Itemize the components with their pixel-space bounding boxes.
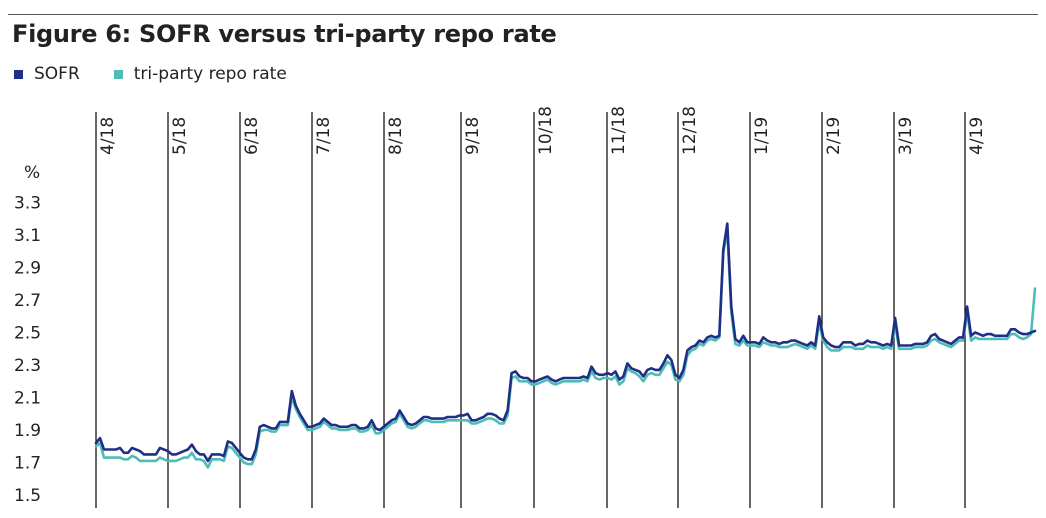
y-tick-label: 3.3 bbox=[14, 194, 41, 214]
y-tick-label: 2.7 bbox=[14, 291, 41, 311]
month-tick-label: 2/19 bbox=[824, 117, 844, 155]
legend-label-triparty: tri-party repo rate bbox=[133, 64, 287, 84]
month-tick-label: 12/18 bbox=[680, 106, 700, 155]
top-rule bbox=[8, 14, 1038, 15]
y-tick-label: 3.1 bbox=[14, 226, 41, 246]
month-tick-label: 1/19 bbox=[752, 117, 772, 155]
y-tick-label: 1.5 bbox=[14, 486, 41, 506]
y-tick-label: 2.9 bbox=[14, 259, 41, 279]
legend-item-sofr: SOFR bbox=[14, 64, 80, 84]
month-tick-label: 4/19 bbox=[967, 117, 987, 155]
month-tick-label: 11/18 bbox=[609, 106, 629, 155]
y-tick-label: 1.9 bbox=[14, 421, 41, 441]
legend: SOFR tri-party repo rate bbox=[14, 64, 321, 84]
y-tick-label: 2.3 bbox=[14, 356, 41, 376]
legend-swatch-triparty bbox=[113, 69, 123, 79]
month-tick-label: 8/18 bbox=[386, 117, 406, 155]
y-tick-label: 2.5 bbox=[14, 324, 41, 344]
month-tick-label: 4/18 bbox=[98, 117, 118, 155]
y-tick-label: 1.7 bbox=[14, 454, 41, 474]
month-tick-label: 7/18 bbox=[314, 117, 334, 155]
legend-item-triparty: tri-party repo rate bbox=[113, 64, 287, 84]
month-tick-label: 6/18 bbox=[242, 117, 262, 155]
legend-swatch-sofr bbox=[14, 69, 23, 79]
chart-title: Figure 6: SOFR versus tri-party repo rat… bbox=[12, 20, 557, 48]
month-tick-label: 3/19 bbox=[896, 117, 916, 155]
legend-label-sofr: SOFR bbox=[34, 64, 80, 84]
y-tick-label: 2.1 bbox=[14, 389, 41, 409]
y-axis-unit-label: % bbox=[24, 163, 40, 183]
month-tick-label: 5/18 bbox=[170, 117, 190, 155]
month-tick-label: 10/18 bbox=[536, 106, 556, 155]
series-line-triparty bbox=[94, 228, 1037, 469]
series-line-sofr bbox=[94, 222, 1037, 463]
month-tick-label: 9/18 bbox=[463, 117, 483, 155]
